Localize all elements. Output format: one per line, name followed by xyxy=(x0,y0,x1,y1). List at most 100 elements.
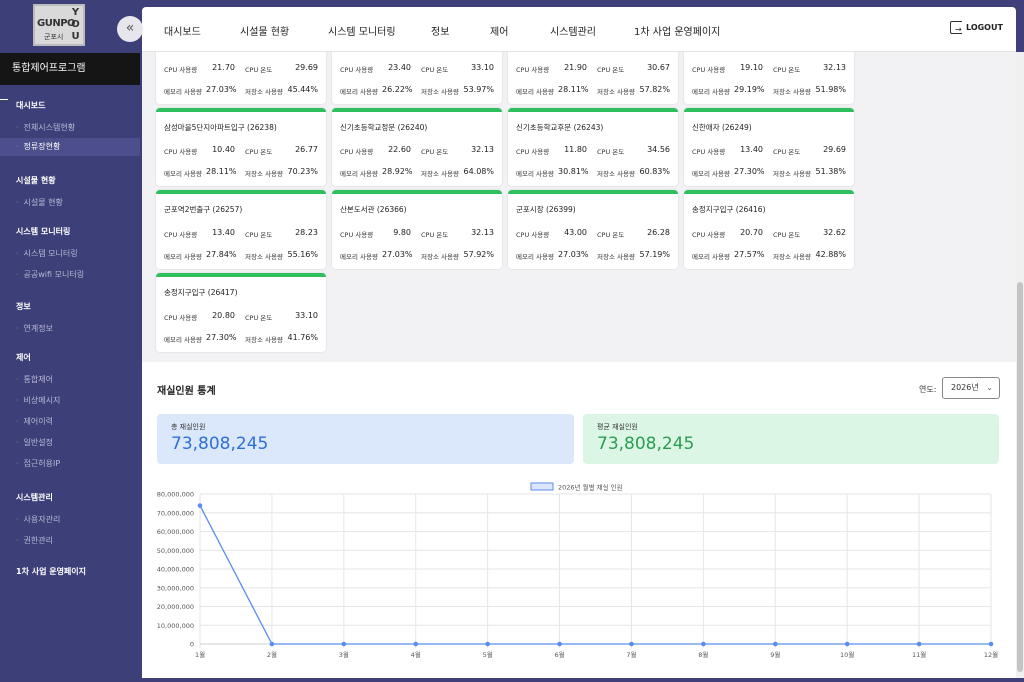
sidebar-item[interactable]: · 접근허용IP xyxy=(16,458,60,469)
avg-occupancy-box: 평균 재실인원 73,808,245 xyxy=(583,414,999,464)
cpu-usage-value: 20.70 xyxy=(740,228,763,237)
topnav-system-admin[interactable]: 시스템관리 xyxy=(550,27,596,38)
sidebar-section[interactable]: 시스템관리 xyxy=(16,493,53,502)
x-tick-label: 9월 xyxy=(770,650,780,659)
x-tick-label: 11월 xyxy=(912,650,926,659)
sidebar-item[interactable]: · 전체시스템현황 xyxy=(16,122,75,133)
memory-usage-label: 메모리 사용량 xyxy=(164,170,202,178)
station-name: 군포시장 (26399) xyxy=(516,205,576,214)
cpu-temp-label: CPU 온도 xyxy=(597,148,625,156)
cpu-temp-value: 30.67 xyxy=(647,63,670,72)
disk-usage-label: 저장소 사용량 xyxy=(245,88,283,96)
disk-usage-value: 60.83% xyxy=(639,167,670,176)
x-tick-label: 3월 xyxy=(339,650,349,659)
memory-usage-label: 메모리 사용량 xyxy=(340,88,378,96)
memory-usage-value: 27.84% xyxy=(206,250,237,259)
bullet-icon: · xyxy=(16,417,19,426)
memory-usage-value: 27.57% xyxy=(734,250,765,259)
station-card[interactable]: CPU 사용량 21.70 CPU 온도 29.69 메모리 사용량 27.03% 저장소 … xyxy=(156,52,326,104)
x-tick-label: 1월 xyxy=(195,650,205,659)
topnav-info[interactable]: 정보 xyxy=(431,27,450,38)
station-card[interactable]: 삼성마을5단지아파트입구 (26238) CPU 사용량 10.40 CPU 온도 26… xyxy=(156,108,326,186)
data-point xyxy=(701,641,706,647)
station-card[interactable]: CPU 사용량 23.40 CPU 온도 33.10 메모리 사용량 26.22% 저장소 … xyxy=(332,52,502,104)
sidebar-item-label: 사용자관리 xyxy=(23,515,61,524)
x-tick-label: 5월 xyxy=(483,650,493,659)
x-tick-label: 8월 xyxy=(698,650,708,659)
y-tick-label: 0 xyxy=(190,641,194,649)
station-card[interactable]: 신한애자 (26249) CPU 사용량 13.40 CPU 온도 29.69 메모리 사… xyxy=(684,108,854,186)
cpu-usage-value: 9.80 xyxy=(393,228,411,237)
topnav-dashboard[interactable]: 대시보드 xyxy=(164,27,201,38)
station-card[interactable]: 송정지구입구 (26417) CPU 사용량 20.80 CPU 온도 33.10 메모리… xyxy=(156,273,326,352)
disk-usage-value: 51.98% xyxy=(815,85,846,94)
sidebar-section[interactable]: 1차 사업 운영페이지 xyxy=(16,567,87,576)
sidebar-section[interactable]: 대시보드 xyxy=(16,101,46,110)
sidebar-item[interactable]: · 시설물 현황 xyxy=(16,197,63,208)
sidebar-item[interactable]: · 시스템 모니터링 xyxy=(16,248,78,259)
sidebar-section[interactable]: 시스템 모니터링 xyxy=(16,227,71,236)
monthly-occupancy-chart: 0 10,000,000 20,000,000 30,000,000 40,000,00… xyxy=(157,482,998,659)
cpu-usage-value: 43.00 xyxy=(564,228,587,237)
top-navigation: 대시보드 시설물 현황 시스템 모니터링 정보 제어 시스템관리 1차 사업 운… xyxy=(142,7,1016,52)
logout-label: LOGOUT xyxy=(966,23,1003,32)
station-card[interactable]: CPU 사용량 21.90 CPU 온도 30.67 메모리 사용량 28.11% 저장소 … xyxy=(508,52,678,104)
disk-usage-value: 64.08% xyxy=(463,167,494,176)
bullet-icon: · xyxy=(16,515,19,524)
cpu-temp-value: 33.10 xyxy=(471,63,494,72)
cpu-usage-label: CPU 사용량 xyxy=(692,148,726,156)
sidebar-item-label: 연계정보 xyxy=(23,324,53,333)
sidebar-item[interactable]: · 권한관리 xyxy=(16,535,53,546)
cpu-usage-label: CPU 사용량 xyxy=(164,148,198,156)
data-point xyxy=(485,641,490,647)
disk-usage-value: 55.16% xyxy=(287,250,318,259)
sidebar-item[interactable]: · 연계정보 xyxy=(16,323,53,334)
logout-button[interactable]: → LOGOUT xyxy=(950,21,1003,34)
bullet-icon: · xyxy=(16,123,19,132)
station-card[interactable]: 신기초등학교후문 (26243) CPU 사용량 11.80 CPU 온도 34.56 메… xyxy=(508,108,678,186)
station-name: 군포역2번출구 (26257) xyxy=(164,205,243,214)
cpu-usage-value: 22.60 xyxy=(388,145,411,154)
sidebar-item[interactable]: · 비상메시지 xyxy=(16,395,60,406)
year-label: 연도: xyxy=(919,385,937,394)
cpu-usage-value: 13.40 xyxy=(740,145,763,154)
cpu-temp-value: 29.69 xyxy=(823,145,846,154)
station-card[interactable]: 산본도서관 (26366) CPU 사용량 9.80 CPU 온도 32.13 메모리 사… xyxy=(332,190,502,269)
topnav-control[interactable]: 제어 xyxy=(490,27,509,38)
cpu-usage-label: CPU 사용량 xyxy=(340,231,374,239)
sidebar-section[interactable]: 시설물 현황 xyxy=(16,176,56,185)
sidebar-item[interactable]: · 정류장현황 xyxy=(0,138,140,156)
scrollbar-thumb[interactable] xyxy=(1017,282,1023,672)
occupancy-stats-panel: 재실인원 통계 연도: 2026년 ⌄ 총 재실인원 73,808,245 평균… xyxy=(142,362,1016,678)
y-tick-label: 70,000,000 xyxy=(157,509,194,517)
content-scrollbar[interactable] xyxy=(1016,52,1024,678)
collapse-sidebar-button[interactable]: « xyxy=(117,16,143,42)
bullet-icon: · xyxy=(16,249,19,258)
station-card[interactable]: 신기초등학교정문 (26240) CPU 사용량 22.60 CPU 온도 32.13 메… xyxy=(332,108,502,186)
sidebar-section[interactable]: 제어 xyxy=(16,353,31,362)
sidebar-item[interactable]: · 일반설정 xyxy=(16,437,53,448)
memory-usage-value: 27.03% xyxy=(206,85,237,94)
station-card[interactable]: 군포시장 (26399) CPU 사용량 43.00 CPU 온도 26.28 메모리 사… xyxy=(508,190,678,269)
year-select[interactable]: 2026년 ⌄ xyxy=(942,377,1000,399)
topnav-phase1-page[interactable]: 1차 사업 운영페이지 xyxy=(634,27,721,38)
station-name: 신기초등학교정문 (26240) xyxy=(340,123,428,132)
x-tick-label: 2월 xyxy=(267,650,277,659)
sidebar-item[interactable]: · 제어이력 xyxy=(16,416,53,427)
disk-usage-value: 53.97% xyxy=(463,85,494,94)
station-card[interactable]: 송정지구입구 (26416) CPU 사용량 20.70 CPU 온도 32.62 메모리… xyxy=(684,190,854,269)
topnav-system-monitoring[interactable]: 시스템 모니터링 xyxy=(328,27,396,38)
sidebar-item-label: 시설물 현황 xyxy=(23,198,63,207)
topnav-facilities[interactable]: 시설물 현황 xyxy=(240,27,290,38)
sidebar-section[interactable]: 정보 xyxy=(16,302,31,311)
sidebar-item[interactable]: · 사용자관리 xyxy=(16,514,60,525)
station-card[interactable]: CPU 사용량 19.10 CPU 온도 32.13 메모리 사용량 29.19% 저장소 … xyxy=(684,52,854,104)
station-card[interactable]: 군포역2번출구 (26257) CPU 사용량 13.40 CPU 온도 28.23 메모… xyxy=(156,190,326,269)
x-tick-label: 12월 xyxy=(984,650,998,659)
sidebar-item[interactable]: · 공공wifi 모니터링 xyxy=(16,269,84,280)
sidebar-item[interactable]: · 통합제어 xyxy=(16,374,53,385)
data-point xyxy=(557,641,562,647)
data-point xyxy=(844,641,850,647)
